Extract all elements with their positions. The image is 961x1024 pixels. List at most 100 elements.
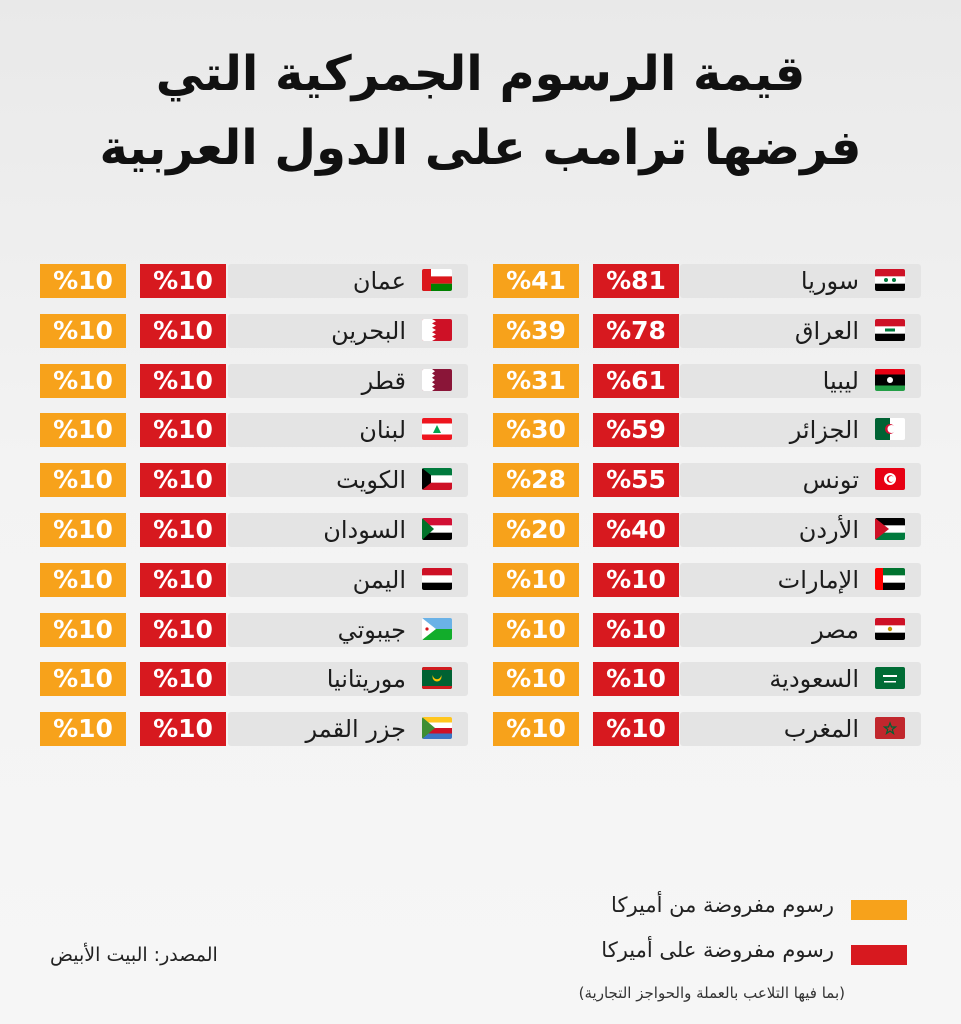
source-credit: المصدر: البيت الأبيض (50, 944, 218, 966)
tariff-from-us-value: %10 (493, 613, 579, 647)
tariff-from-us-value: %31 (493, 364, 579, 398)
table-row: ليبيا %61 %31 (0, 364, 961, 398)
table-row: قطر %10 %10 (0, 364, 961, 398)
egypt-flag (875, 618, 905, 640)
tariff-on-us-value: %78 (593, 314, 679, 348)
tariff-from-us-value: %10 (40, 613, 126, 647)
tariff-from-us-value: %10 (40, 563, 126, 597)
mauritania-flag (422, 667, 452, 689)
country-name: تونس (802, 466, 859, 494)
country-name: لبنان (359, 416, 406, 444)
table-row: السودان %10 %10 (0, 513, 961, 547)
comoros-flag (422, 717, 452, 739)
algeria-flag (875, 418, 905, 440)
tariff-on-us-value: %61 (593, 364, 679, 398)
table-row: السعودية %10 %10 (0, 662, 961, 696)
tariff-on-us-value: %10 (140, 314, 226, 348)
country-name: قطر (361, 367, 406, 395)
table-row: سوريا %81 %41 (0, 264, 961, 298)
table-row: الإمارات %10 %10 (0, 563, 961, 597)
tariff-on-us-value: %10 (140, 613, 226, 647)
legend-swatch-from-us (851, 900, 907, 920)
tariff-on-us-value: %81 (593, 264, 679, 298)
uae-flag (875, 568, 905, 590)
country-name: السودان (323, 516, 406, 544)
tariff-on-us-value: %10 (593, 563, 679, 597)
tunisia-flag (875, 468, 905, 490)
chart-title-line1: قيمة الرسوم الجمركية التي (155, 46, 806, 102)
table-row: جيبوتي %10 %10 (0, 613, 961, 647)
country-name: مصر (812, 616, 859, 644)
table-row: اليمن %10 %10 (0, 563, 961, 597)
table-row: البحرين %10 %10 (0, 314, 961, 348)
oman-flag (422, 269, 452, 291)
qatar-flag (422, 369, 452, 391)
tariff-from-us-value: %10 (493, 662, 579, 696)
country-name: ليبيا (822, 367, 859, 395)
table-row: تونس %55 %28 (0, 463, 961, 497)
country-name: الكويت (336, 466, 406, 494)
country-name: البحرين (331, 317, 406, 345)
table-row: جزر القمر %10 %10 (0, 712, 961, 746)
tariff-from-us-value: %41 (493, 264, 579, 298)
legend-swatch-on-us (851, 945, 907, 965)
tariff-from-us-value: %10 (40, 264, 126, 298)
tariff-from-us-value: %10 (40, 712, 126, 746)
tariff-from-us-value: %28 (493, 463, 579, 497)
tariff-on-us-value: %10 (140, 563, 226, 597)
country-name: موريتانيا (326, 665, 406, 693)
tariff-on-us-value: %55 (593, 463, 679, 497)
libya-flag (875, 369, 905, 391)
tariff-on-us-value: %10 (140, 513, 226, 547)
tariff-on-us-value: %10 (593, 662, 679, 696)
country-name: اليمن (352, 566, 406, 594)
tariff-from-us-value: %10 (40, 513, 126, 547)
legend-label-from-us: رسوم مفروضة من أميركا (611, 893, 834, 917)
saudi-flag (875, 667, 905, 689)
country-name: الإمارات (777, 566, 859, 594)
tariff-on-us-value: %40 (593, 513, 679, 547)
tariff-on-us-value: %10 (140, 712, 226, 746)
country-name: جيبوتي (337, 616, 406, 644)
legend-label-on-us: رسوم مفروضة على أميركا (601, 938, 834, 962)
jordan-flag (875, 518, 905, 540)
table-row: العراق %78 %39 (0, 314, 961, 348)
bahrain-flag (422, 319, 452, 341)
syria-flag (875, 269, 905, 291)
table-row: عمان %10 %10 (0, 264, 961, 298)
tariff-on-us-value: %10 (593, 613, 679, 647)
tariff-on-us-value: %10 (140, 463, 226, 497)
tariff-from-us-value: %30 (493, 413, 579, 447)
country-name: جزر القمر (305, 715, 406, 743)
chart-title-line2: فرضها ترامب على الدول العربية (99, 120, 862, 176)
tariff-from-us-value: %10 (40, 662, 126, 696)
tariff-from-us-value: %10 (40, 314, 126, 348)
tariff-on-us-value: %59 (593, 413, 679, 447)
country-name: سوريا (800, 267, 859, 295)
tariff-on-us-value: %10 (140, 264, 226, 298)
country-name: العراق (794, 317, 859, 345)
tariff-from-us-value: %10 (493, 712, 579, 746)
lebanon-flag (422, 418, 452, 440)
table-row: لبنان %10 %10 (0, 413, 961, 447)
yemen-flag (422, 568, 452, 590)
country-name: الأردن (798, 516, 859, 544)
tariff-from-us-value: %10 (40, 364, 126, 398)
sudan-flag (422, 518, 452, 540)
kuwait-flag (422, 468, 452, 490)
iraq-flag (875, 319, 905, 341)
country-name: الجزائر (789, 416, 859, 444)
table-row: مصر %10 %10 (0, 613, 961, 647)
tariff-on-us-value: %10 (140, 364, 226, 398)
table-row: موريتانيا %10 %10 (0, 662, 961, 696)
tariff-from-us-value: %10 (493, 563, 579, 597)
table-row: المغرب %10 %10 (0, 712, 961, 746)
tariff-on-us-value: %10 (140, 413, 226, 447)
morocco-flag (875, 717, 905, 739)
tariff-from-us-value: %10 (40, 413, 126, 447)
tariff-from-us-value: %20 (493, 513, 579, 547)
tariff-on-us-value: %10 (140, 662, 226, 696)
table-row: الكويت %10 %10 (0, 463, 961, 497)
tariff-on-us-value: %10 (593, 712, 679, 746)
table-row: الأردن %40 %20 (0, 513, 961, 547)
